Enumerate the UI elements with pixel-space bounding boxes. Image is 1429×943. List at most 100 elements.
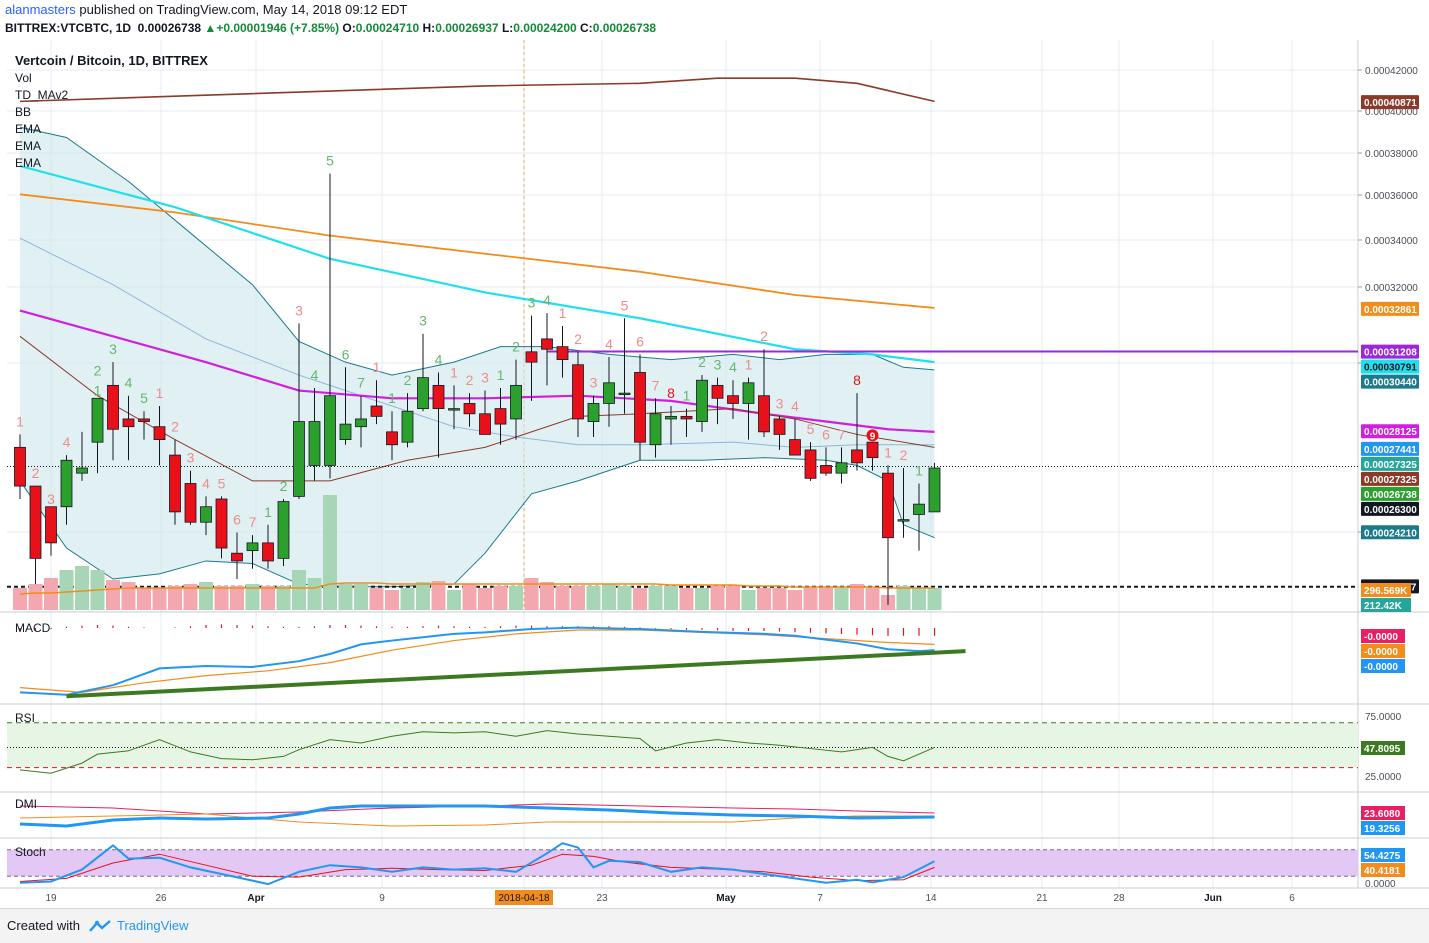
- author-link[interactable]: alanmasters: [5, 2, 76, 17]
- candle[interactable]: [293, 323, 305, 499]
- candle-body: [851, 449, 863, 464]
- candle[interactable]: [541, 313, 553, 386]
- candle[interactable]: [866, 441, 879, 471]
- candle[interactable]: [711, 377, 724, 425]
- candle[interactable]: [262, 524, 274, 569]
- candle[interactable]: [169, 439, 181, 525]
- indicator-legend-item[interactable]: TD_MAv2: [15, 88, 68, 102]
- indicator-legend-item[interactable]: EMA: [15, 156, 41, 170]
- candle[interactable]: [727, 380, 739, 419]
- candle[interactable]: [758, 349, 770, 438]
- open-label: O:: [342, 21, 356, 35]
- candle[interactable]: [680, 408, 693, 438]
- candle[interactable]: [804, 442, 817, 481]
- candle-body: [169, 454, 181, 513]
- candle[interactable]: [60, 455, 73, 525]
- candle[interactable]: [29, 485, 42, 585]
- candle[interactable]: [510, 359, 522, 440]
- price-badge-bg: [1361, 359, 1419, 374]
- publish-line: alanmasters published on TradingView.com…: [5, 2, 407, 17]
- rsi-line: [19, 730, 935, 774]
- volume-bar: [214, 586, 229, 610]
- td-count-label: 4: [202, 475, 210, 491]
- candle[interactable]: [587, 395, 600, 438]
- candle[interactable]: [479, 390, 491, 435]
- candle[interactable]: [184, 470, 197, 525]
- indicator-legend-item[interactable]: EMA: [15, 122, 41, 136]
- candle[interactable]: [525, 315, 538, 401]
- candle-body: [107, 384, 119, 430]
- candle[interactable]: [463, 393, 476, 427]
- candle[interactable]: [138, 411, 150, 440]
- price-badge: 0.00040871: [1361, 95, 1419, 110]
- candle[interactable]: [401, 393, 414, 448]
- td-count-label: 2: [760, 328, 768, 344]
- volume-bar: [602, 584, 616, 610]
- candle[interactable]: [618, 318, 631, 414]
- volume-bar: [261, 586, 275, 610]
- candle[interactable]: [773, 416, 786, 450]
- candle[interactable]: [897, 468, 910, 538]
- candle[interactable]: [200, 496, 212, 536]
- candle[interactable]: [14, 434, 26, 499]
- candle[interactable]: [76, 431, 88, 481]
- candle[interactable]: [649, 398, 662, 458]
- candle[interactable]: [820, 447, 832, 476]
- candle[interactable]: [153, 406, 166, 466]
- tradingview-brand-link[interactable]: TradingView: [117, 918, 189, 933]
- candle[interactable]: [603, 356, 615, 427]
- candle[interactable]: [882, 465, 894, 605]
- candle[interactable]: [913, 483, 925, 551]
- candle[interactable]: [215, 496, 228, 559]
- candle[interactable]: [789, 418, 801, 456]
- pane-title[interactable]: Stoch: [15, 845, 46, 859]
- candle[interactable]: [742, 377, 755, 440]
- indicator-legend-item[interactable]: BB: [15, 105, 31, 119]
- candle[interactable]: [386, 411, 398, 461]
- candle[interactable]: [45, 506, 57, 556]
- candle[interactable]: [928, 462, 941, 513]
- candle[interactable]: [665, 406, 677, 445]
- td-count-label: 7: [652, 377, 660, 393]
- candle[interactable]: [835, 447, 848, 484]
- volume-bar: [323, 495, 337, 610]
- pane-title[interactable]: RSI: [15, 711, 35, 725]
- candle[interactable]: [107, 362, 119, 461]
- candle[interactable]: [634, 354, 646, 461]
- candle[interactable]: [339, 367, 352, 445]
- price-badge-label: 0.00040871: [1364, 98, 1417, 109]
- volume-bar: [230, 586, 244, 610]
- price-tick-label: 0.00034000: [1365, 236, 1418, 247]
- volume-bar: [896, 586, 911, 610]
- candle-body: [386, 431, 398, 446]
- volume-bar: [369, 588, 384, 610]
- td-count-label: 7: [838, 426, 846, 442]
- candle[interactable]: [432, 372, 445, 458]
- candle[interactable]: [355, 395, 367, 448]
- candle[interactable]: [448, 385, 460, 430]
- candle[interactable]: [851, 393, 863, 471]
- candle[interactable]: [231, 532, 243, 580]
- candle[interactable]: [246, 535, 259, 569]
- candle[interactable]: [696, 375, 708, 432]
- candle[interactable]: [324, 173, 336, 479]
- candle[interactable]: [494, 387, 507, 445]
- indicator-legend-item[interactable]: Vol: [15, 71, 32, 85]
- td-count-label: 1: [559, 305, 567, 321]
- price-badge-label: 0.00027325: [1364, 460, 1417, 471]
- td-count-label: 2: [466, 372, 474, 388]
- candle[interactable]: [417, 333, 429, 412]
- indicator-legend-item[interactable]: EMA: [15, 139, 41, 153]
- candle[interactable]: [370, 380, 383, 425]
- candle[interactable]: [572, 351, 584, 438]
- candle[interactable]: [308, 387, 321, 481]
- candle[interactable]: [277, 498, 290, 567]
- td-count-label: 3: [47, 491, 55, 507]
- pane-title[interactable]: DMI: [15, 797, 37, 811]
- candle[interactable]: [556, 326, 569, 378]
- candle[interactable]: [122, 395, 135, 461]
- pane-title[interactable]: MACD: [15, 621, 51, 635]
- candle[interactable]: [91, 397, 104, 474]
- candle-body: [742, 382, 755, 404]
